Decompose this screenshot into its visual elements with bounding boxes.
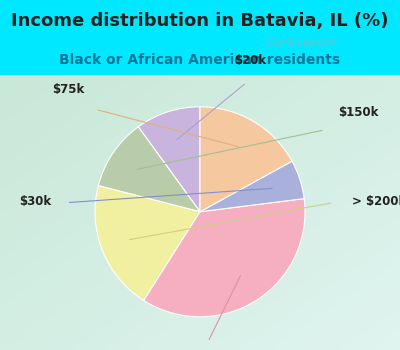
Wedge shape [98, 127, 200, 212]
Text: Income distribution in Batavia, IL (%): Income distribution in Batavia, IL (%) [11, 12, 389, 30]
Text: > $200k: > $200k [352, 195, 400, 208]
Wedge shape [95, 186, 200, 300]
Wedge shape [144, 198, 305, 317]
Text: City-Data.com: City-Data.com [265, 37, 339, 47]
Text: Black or African American residents: Black or African American residents [60, 53, 340, 67]
Text: $30k: $30k [19, 195, 51, 208]
Wedge shape [200, 107, 292, 212]
Text: $75k: $75k [52, 83, 84, 96]
Wedge shape [200, 161, 304, 212]
Wedge shape [138, 107, 200, 212]
Circle shape [244, 31, 265, 52]
Text: $20k: $20k [234, 54, 266, 67]
Text: $150k: $150k [338, 106, 379, 119]
